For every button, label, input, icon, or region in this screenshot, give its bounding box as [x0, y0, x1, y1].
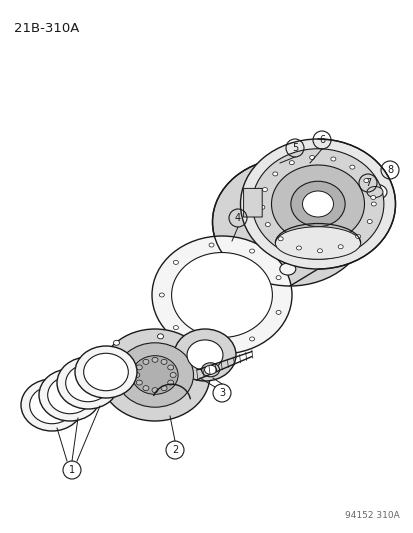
Text: 4: 4: [234, 213, 240, 223]
Ellipse shape: [204, 365, 216, 374]
Ellipse shape: [116, 343, 193, 407]
Ellipse shape: [132, 356, 178, 394]
Ellipse shape: [159, 293, 164, 297]
Text: 3: 3: [218, 388, 225, 398]
Ellipse shape: [349, 165, 354, 169]
Ellipse shape: [212, 158, 367, 286]
Ellipse shape: [113, 340, 119, 345]
Ellipse shape: [187, 340, 223, 370]
Text: 5: 5: [291, 143, 297, 153]
Ellipse shape: [83, 353, 128, 391]
Text: 94152 310A: 94152 310A: [344, 511, 399, 520]
Ellipse shape: [340, 195, 362, 209]
Ellipse shape: [249, 337, 254, 341]
Ellipse shape: [252, 149, 383, 259]
Ellipse shape: [358, 181, 390, 203]
Text: 8: 8: [386, 165, 392, 175]
Ellipse shape: [75, 346, 137, 398]
Ellipse shape: [30, 386, 74, 424]
Ellipse shape: [265, 222, 270, 227]
Ellipse shape: [66, 364, 110, 402]
Text: 2: 2: [171, 445, 178, 455]
Ellipse shape: [275, 227, 360, 259]
Ellipse shape: [363, 179, 368, 183]
Ellipse shape: [366, 220, 371, 223]
Ellipse shape: [201, 363, 219, 377]
Ellipse shape: [21, 379, 83, 431]
Ellipse shape: [142, 386, 149, 391]
Ellipse shape: [167, 380, 173, 385]
Ellipse shape: [370, 196, 375, 199]
Ellipse shape: [171, 253, 272, 337]
Ellipse shape: [309, 156, 314, 159]
Text: 1: 1: [69, 465, 75, 475]
Ellipse shape: [317, 249, 322, 253]
Ellipse shape: [100, 329, 209, 421]
Ellipse shape: [272, 172, 277, 176]
Ellipse shape: [259, 205, 264, 209]
Ellipse shape: [161, 359, 167, 365]
Text: 6: 6: [318, 135, 324, 145]
Ellipse shape: [362, 184, 386, 200]
Ellipse shape: [289, 160, 294, 165]
Ellipse shape: [302, 191, 333, 217]
Ellipse shape: [133, 373, 140, 377]
Ellipse shape: [240, 139, 394, 269]
Ellipse shape: [173, 326, 178, 329]
Ellipse shape: [136, 365, 142, 370]
Ellipse shape: [370, 202, 375, 206]
Ellipse shape: [275, 276, 280, 280]
Ellipse shape: [152, 387, 158, 393]
Ellipse shape: [336, 192, 366, 212]
Ellipse shape: [337, 245, 342, 249]
Ellipse shape: [173, 329, 235, 381]
Ellipse shape: [170, 373, 176, 377]
Ellipse shape: [136, 380, 142, 385]
Ellipse shape: [157, 334, 163, 339]
Ellipse shape: [279, 263, 295, 275]
Ellipse shape: [366, 187, 382, 198]
Text: 7: 7: [364, 178, 370, 188]
Ellipse shape: [161, 386, 167, 391]
Ellipse shape: [173, 261, 178, 264]
Text: 21B-310A: 21B-310A: [14, 22, 79, 35]
Ellipse shape: [296, 246, 301, 250]
Ellipse shape: [47, 376, 92, 414]
Ellipse shape: [249, 249, 254, 253]
Ellipse shape: [275, 310, 280, 314]
Ellipse shape: [57, 357, 119, 409]
Ellipse shape: [142, 359, 149, 365]
Ellipse shape: [152, 236, 291, 354]
Ellipse shape: [271, 165, 363, 243]
Ellipse shape: [152, 357, 158, 362]
Ellipse shape: [167, 365, 173, 370]
Ellipse shape: [209, 343, 214, 347]
Ellipse shape: [262, 188, 267, 191]
Ellipse shape: [355, 235, 360, 238]
Ellipse shape: [330, 157, 335, 161]
FancyBboxPatch shape: [243, 188, 261, 217]
Ellipse shape: [209, 243, 214, 247]
Ellipse shape: [290, 181, 344, 227]
Ellipse shape: [278, 237, 282, 241]
Ellipse shape: [39, 369, 101, 421]
